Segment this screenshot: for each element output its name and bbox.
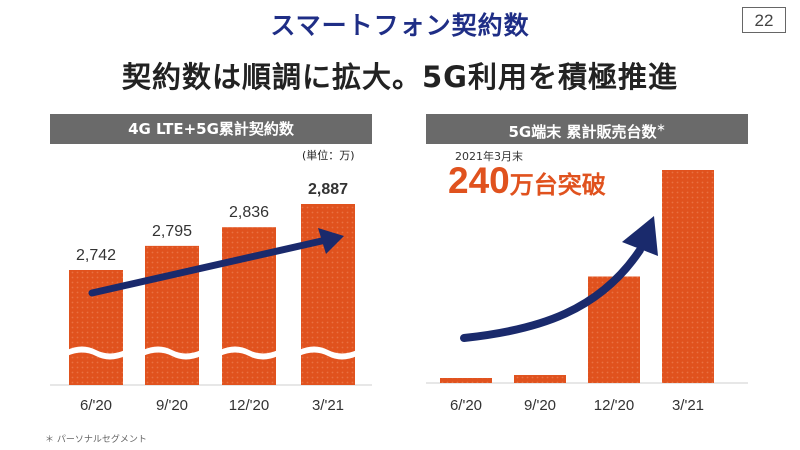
right-bar-texture — [514, 375, 566, 383]
left-data-label: 2,742 — [76, 247, 116, 264]
left-chart-header: 4G LTE+5G累計契約数 — [50, 114, 372, 144]
axis-break-mark — [220, 346, 278, 360]
right-bar-texture — [662, 170, 714, 383]
left-trend-arrowhead — [318, 228, 344, 254]
highlight-callout: 240万台突破 — [448, 160, 606, 202]
left-data-label: 2,887 — [308, 181, 348, 198]
axis-break-mark — [67, 346, 125, 360]
left-x-tick: 9/'20 — [156, 397, 188, 414]
date-label: 2021年3月末 — [455, 150, 523, 163]
left-bar-chart: 2,742 6/'20 2,795 9/'20 2,836 12/'20 2,887 3/'2… — [50, 181, 372, 414]
left-x-tick: 12/'20 — [229, 397, 269, 414]
highlight-number: 240 — [448, 160, 510, 201]
axis-break-mark — [143, 346, 201, 360]
left-data-label: 2,836 — [229, 204, 269, 221]
footnote: ＊ パーソナルセグメント — [45, 435, 147, 445]
page-title: スマートフォン契約数 — [270, 11, 530, 40]
unit-label: (単位：万) — [302, 149, 355, 162]
headline: 契約数は順調に拡大。5G利用を積極推進 — [122, 60, 678, 94]
right-trend-arrow — [460, 246, 644, 342]
right-x-tick: 9/'20 — [524, 397, 556, 414]
right-chart-header-note: ＊ — [656, 124, 666, 134]
left-x-tick: 3/'21 — [312, 397, 344, 414]
left-data-label: 2,795 — [152, 223, 192, 240]
right-x-tick: 6/'20 — [450, 397, 482, 414]
right-trend-arrowhead — [622, 216, 658, 256]
highlight-suffix: 万台突破 — [509, 171, 606, 199]
right-bar-texture — [440, 378, 492, 383]
left-trend-arrow — [88, 236, 330, 297]
right-chart-header-text: 5G端末 累計販売台数 — [508, 123, 657, 141]
left-bar-texture — [145, 245, 199, 385]
page-number: 22 — [742, 7, 786, 33]
right-bar-chart: 6/'20 9/'20 12/'20 3/'21 — [426, 170, 748, 414]
right-chart-header: 5G端末 累計販売台数＊ — [426, 114, 748, 144]
left-x-tick: 6/'20 — [80, 397, 112, 414]
axis-break-mark — [299, 346, 357, 360]
right-x-tick: 3/'21 — [672, 397, 704, 414]
right-x-tick: 12/'20 — [594, 397, 634, 414]
